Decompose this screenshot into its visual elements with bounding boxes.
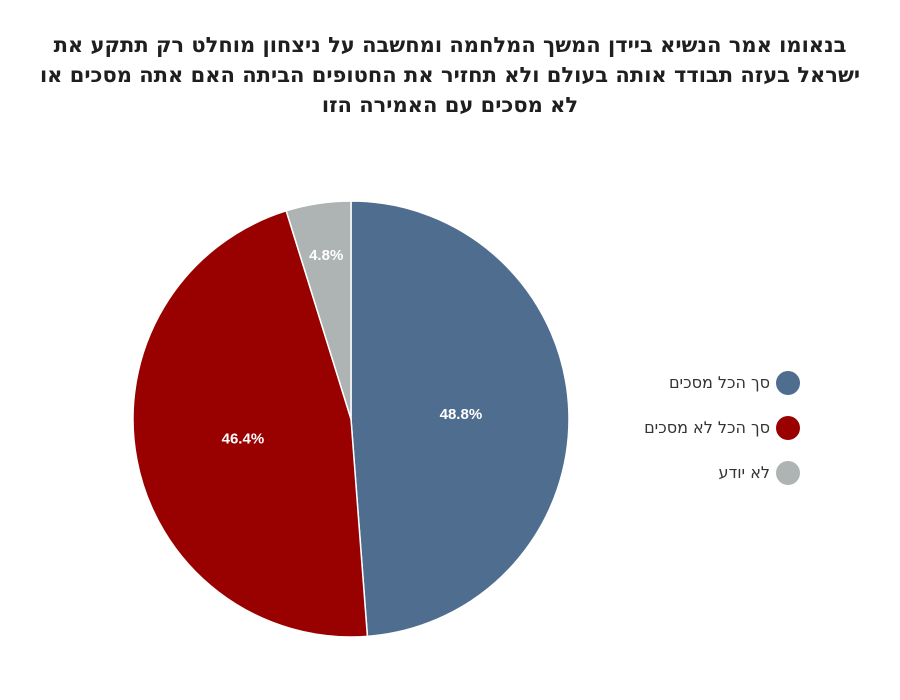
pie-slice-2 — [132, 209, 369, 638]
legend-item-1: סך הכל מסכים — [644, 360, 800, 405]
legend-swatch-icon — [776, 460, 800, 485]
slice-value-label-2: 46.4% — [222, 431, 265, 448]
chart-title: בנאומו אמר הנשיא ביידן המשך המלחמה ומחשב… — [39, 33, 861, 117]
pie-slice-1 — [350, 200, 570, 638]
legend-swatch-icon — [776, 370, 800, 395]
legend-swatch-icon — [776, 415, 800, 440]
legend: סך הכל מסכים סך הכל לא מסכים לא יודע — [644, 360, 800, 495]
legend-item-3: לא יודע — [644, 450, 800, 495]
legend-label: סך הכל לא מסכים — [644, 418, 770, 437]
legend-label: סך הכל מסכים — [668, 373, 770, 392]
slice-value-label-1: 48.8% — [440, 406, 483, 423]
pie-slice-3 — [285, 200, 352, 420]
slice-value-label-3: 4.8% — [309, 247, 343, 264]
legend-label: לא יודע — [718, 463, 770, 482]
legend-item-2: סך הכל לא מסכים — [644, 405, 800, 450]
